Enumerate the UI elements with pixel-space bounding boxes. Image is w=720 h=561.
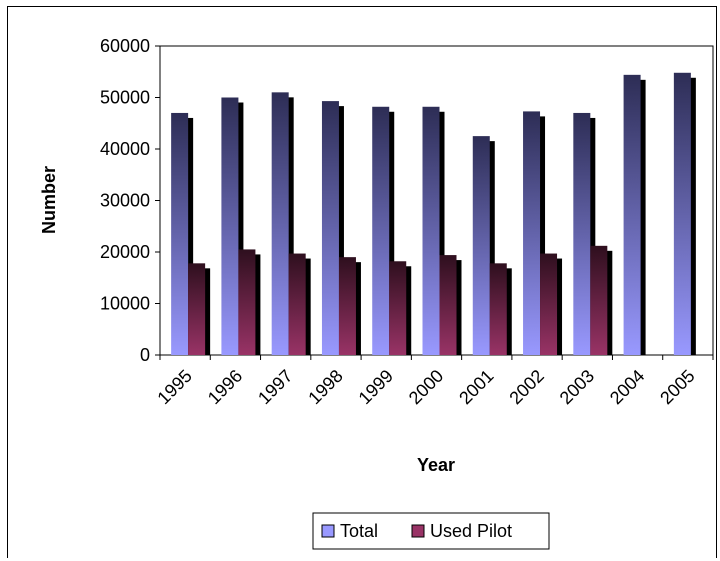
y-tick-label: 30000 (100, 191, 150, 211)
x-tick-label: 1995 (154, 366, 196, 408)
x-tick-label: 1998 (304, 366, 346, 408)
y-axis-label: Number (39, 166, 59, 234)
bar-total-1996 (221, 97, 239, 355)
legend-swatch-total (321, 524, 335, 538)
legend-label-used-pilot: Used Pilot (430, 521, 512, 541)
bar-total-1999 (372, 106, 390, 356)
bar-total-2002 (523, 111, 541, 355)
bar-total-2000 (422, 106, 440, 356)
bar-used-pilot-2000 (439, 255, 457, 355)
x-tick-label: 2000 (405, 366, 447, 408)
bar-total-1997 (271, 92, 289, 355)
x-axis-label: Year (417, 455, 455, 475)
bar-used-pilot-1999 (389, 261, 407, 355)
bars (171, 72, 696, 356)
x-tick-label: 2005 (656, 366, 698, 408)
x-tick-label: 1996 (204, 366, 246, 408)
legend-swatch-used-pilot (411, 524, 425, 538)
y-tick-label: 20000 (100, 242, 150, 262)
x-axis-ticks: 1995 1996 1997 1998 1999 2000 2001 2002 2003 2004… (154, 355, 714, 408)
bar-total-1998 (321, 101, 339, 355)
bar-used-pilot-2002 (540, 253, 558, 355)
legend: Total Used Pilot (312, 512, 550, 550)
x-tick-label: 1999 (355, 366, 397, 408)
bar-total-2004 (623, 74, 641, 355)
y-tick-label: 10000 (100, 294, 150, 314)
bar-total-1995 (171, 112, 189, 355)
bar-total-2005 (673, 72, 691, 355)
y-tick-label: 60000 (100, 36, 150, 56)
legend-box (312, 512, 550, 550)
bar-used-pilot-1995 (188, 263, 206, 355)
bar-total-2003 (573, 112, 591, 355)
chart-frame (7, 6, 717, 558)
bar-used-pilot-1998 (338, 257, 356, 355)
bar-used-pilot-2003 (590, 245, 608, 355)
y-tick-label: 50000 (100, 88, 150, 108)
y-axis-ticks: 0 10000 20000 30000 40000 50000 60000 (100, 36, 160, 365)
y-tick-label: 0 (140, 345, 150, 365)
x-tick-label: 2003 (556, 366, 598, 408)
x-tick-label: 1997 (254, 366, 296, 408)
y-tick-label: 40000 (100, 139, 150, 159)
bar-used-pilot-1996 (238, 249, 256, 355)
legend-label-total: Total (340, 521, 378, 541)
bar-total-2001 (472, 136, 490, 355)
bar-used-pilot-1997 (288, 253, 306, 355)
x-tick-label: 2004 (606, 366, 648, 408)
x-tick-label: 2001 (455, 366, 497, 408)
x-tick-label: 2002 (505, 366, 547, 408)
bar-used-pilot-2001 (489, 263, 507, 355)
